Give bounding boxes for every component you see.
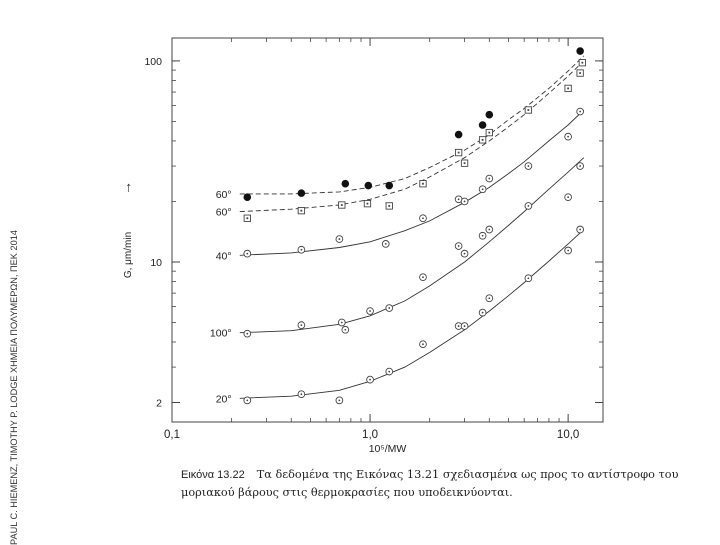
data-point-center	[422, 217, 424, 220]
data-point-center	[344, 328, 347, 331]
x-tick-label: 10,0	[557, 429, 579, 441]
data-point	[243, 193, 252, 201]
caption-line-2: μοριακού βάρους στις θερμοκρασίες που υπ…	[181, 486, 513, 499]
data-point-center	[488, 297, 491, 300]
figure-caption: Εικόνα 13.22 Τα δεδομένα της Εικόνας 13.2…	[181, 466, 681, 501]
data-point-center	[246, 332, 249, 335]
data-point-center	[384, 242, 387, 245]
data-point-center	[579, 72, 582, 74]
series-label: 20°	[216, 393, 232, 405]
data-point-center	[457, 198, 460, 201]
data-point-center	[463, 200, 466, 203]
series-curve	[239, 109, 585, 256]
data-point-center	[481, 234, 484, 237]
data-point-center	[388, 307, 391, 309]
data-point-center	[422, 343, 424, 346]
data-point-center	[300, 324, 303, 327]
data-point	[485, 110, 494, 119]
data-point	[385, 181, 394, 190]
data-point-center	[527, 277, 530, 280]
data-point	[297, 189, 306, 197]
data-point-center	[300, 393, 303, 396]
data-point-center	[567, 196, 570, 199]
data-point-center	[567, 249, 570, 252]
data-point-center	[246, 217, 249, 220]
data-point-center	[581, 61, 584, 64]
y-tick-label: 100	[144, 56, 162, 68]
caption-line-1: Τα δεδομένα της Εικόνας 13.21 σχεδιασμέν…	[256, 468, 679, 481]
series-label: 60°	[216, 207, 232, 219]
data-point-center	[463, 252, 466, 255]
data-point-center	[527, 109, 530, 111]
series-curve	[239, 55, 585, 195]
x-tick-label: 1,0	[362, 429, 378, 441]
data-point-center	[457, 151, 460, 154]
y-axis-label: G, μm/min	[123, 232, 134, 278]
data-point-center	[422, 182, 424, 185]
data-point-center	[463, 162, 466, 165]
data-point-center	[338, 399, 341, 402]
plot-area: 0,1 1,0 10,0 2 10 100 10⁵/MW G, μm/min → 60° 60° 40…	[118, 37, 604, 455]
y-tick-label: 2	[156, 398, 162, 410]
data-point-center	[481, 311, 484, 314]
y-tick-label: 10	[150, 257, 162, 269]
data-point	[341, 179, 350, 188]
data-point	[576, 47, 584, 55]
data-point-center	[369, 310, 371, 312]
data-point-center	[422, 276, 424, 279]
data-point-center	[246, 252, 249, 255]
data-point-center	[463, 325, 466, 327]
data-point-center	[579, 110, 582, 113]
data-point-center	[246, 399, 249, 402]
y-axis-arrow: →	[118, 181, 134, 195]
x-tick-label: 0,1	[164, 429, 180, 441]
data-point-center	[488, 131, 491, 134]
data-point-center	[457, 245, 460, 247]
data-point	[478, 121, 487, 129]
series-label: 60°	[216, 189, 232, 201]
data-point-center	[369, 378, 371, 381]
data-point-center	[388, 205, 391, 207]
data-point-center	[579, 228, 582, 231]
series-label: 100°	[210, 328, 232, 340]
data-point	[364, 181, 373, 190]
series-label: 40°	[216, 250, 232, 262]
plot-frame	[171, 37, 604, 423]
data-point	[454, 130, 463, 139]
data-point-center	[488, 228, 491, 231]
series-curve	[239, 60, 585, 213]
data-point-center	[481, 138, 484, 141]
data-point-center	[457, 325, 460, 327]
data-point-center	[527, 205, 530, 207]
data-point-center	[340, 204, 343, 206]
data-point-center	[481, 188, 484, 191]
data-point-center	[300, 248, 303, 251]
data-point-center	[579, 165, 582, 167]
data-point-center	[366, 202, 369, 205]
series-curve	[239, 157, 585, 334]
data-point-center	[567, 87, 570, 90]
data-point-center	[527, 165, 530, 167]
data-point-center	[300, 209, 303, 212]
data-point-center	[338, 238, 341, 240]
x-axis-label: 10⁵/MW	[369, 443, 407, 455]
data-point-center	[340, 321, 343, 324]
data-point-center	[567, 135, 570, 138]
data-point-center	[388, 370, 391, 373]
caption-label: Εικόνα 13.22	[181, 469, 245, 481]
series-curve	[239, 229, 585, 399]
data-point-center	[488, 177, 491, 180]
